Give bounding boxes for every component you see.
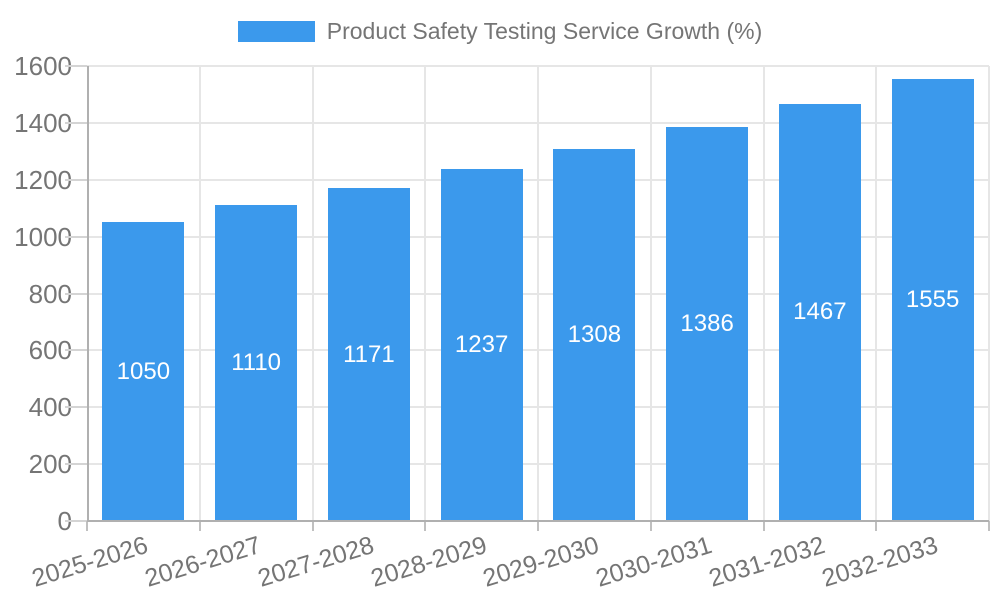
bar[interactable]: 1308 [553, 149, 636, 521]
bar-value-label: 1110 [231, 349, 282, 377]
gridline [537, 66, 539, 521]
x-tick-mark [424, 521, 427, 531]
legend-swatch-icon [237, 21, 315, 42]
y-tick-mark [65, 463, 87, 466]
bar-value-label: 1386 [680, 309, 734, 337]
bar-value-label: 1555 [905, 285, 960, 313]
x-tick-mark [198, 521, 201, 531]
y-axis-tick-label: 800 [28, 278, 72, 309]
gridline [762, 66, 765, 521]
bar[interactable]: 1386 [666, 126, 749, 521]
y-axis-tick-label: 1400 [14, 107, 72, 138]
bar-value-label: 1308 [567, 321, 622, 349]
bar-value-label: 1237 [454, 331, 509, 359]
x-axis-tick-label: 2026-2027 [141, 531, 265, 593]
x-axis-tick-label: 2030-2031 [592, 531, 716, 593]
y-tick-mark [65, 292, 87, 295]
bar[interactable]: 1555 [891, 78, 974, 521]
x-axis-tick-label: 2031-2032 [705, 531, 829, 593]
plot-area: 1050 1110 1171 1237 1308 1386 1467 1555 [87, 65, 990, 522]
x-axis-tick-label: 2029-2030 [480, 531, 603, 593]
y-axis-tick-label: 0 [0, 508, 72, 534]
bar[interactable]: 1467 [778, 103, 861, 521]
y-axis-tick-label: 1000 [14, 221, 72, 252]
gridline [198, 66, 201, 521]
x-tick-mark [649, 521, 652, 531]
gridline [424, 66, 427, 521]
x-tick-mark [875, 521, 878, 531]
y-axis-tick-label: 600 [28, 335, 72, 366]
bar[interactable]: 1237 [440, 169, 523, 521]
x-axis-line [87, 520, 989, 522]
y-tick-mark [65, 349, 87, 352]
x-axis-tick-label: 2032-2033 [818, 531, 941, 593]
x-axis-tick-label: 2027-2028 [254, 531, 378, 593]
bar-value-label: 1171 [343, 340, 395, 368]
y-axis-tick-label: 400 [28, 392, 72, 423]
y-axis-line [87, 66, 89, 521]
x-tick-mark [988, 521, 990, 531]
y-tick-mark [65, 235, 87, 238]
legend-label: Product Safety Testing Service Growth (%… [326, 18, 763, 44]
x-tick-mark [311, 521, 314, 531]
chart-legend: Product Safety Testing Service Growth (%… [0, 18, 1000, 45]
gridline [311, 66, 314, 521]
y-tick-mark [65, 520, 87, 522]
y-axis-tick-label: 200 [28, 449, 72, 480]
bar-value-label: 1050 [116, 357, 171, 385]
bar[interactable]: 1110 [215, 205, 298, 521]
y-tick-mark [65, 121, 87, 124]
y-axis-tick-label: 1200 [14, 164, 72, 195]
x-tick-mark [86, 521, 88, 531]
y-axis-tick-label: 1600 [14, 51, 72, 81]
gridline [875, 66, 878, 521]
y-tick-mark [65, 178, 87, 181]
x-tick-mark [762, 521, 765, 531]
x-axis-tick-label: 2025-2026 [29, 531, 152, 593]
bar[interactable]: 1050 [102, 222, 185, 521]
bar-value-label: 1467 [793, 298, 847, 326]
y-tick-mark [65, 65, 87, 67]
y-tick-mark [65, 406, 87, 409]
bar[interactable]: 1171 [327, 188, 410, 521]
gridline [988, 66, 990, 521]
gridline [649, 66, 652, 521]
x-tick-mark [537, 521, 539, 531]
x-axis-tick-label: 2028-2029 [367, 531, 490, 593]
